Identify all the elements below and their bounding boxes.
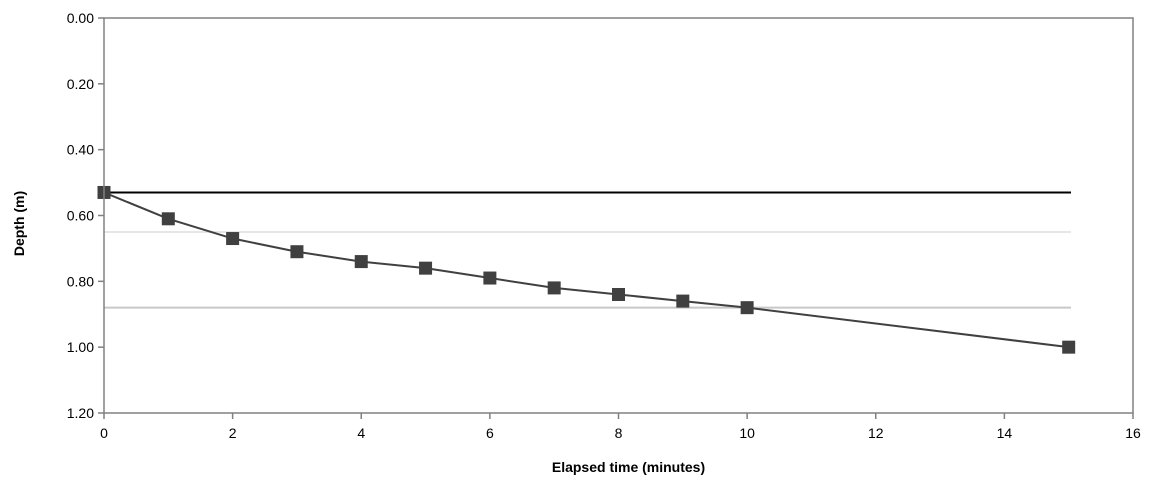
data-point [419, 261, 433, 275]
data-point [483, 271, 497, 285]
data-point [1062, 340, 1076, 354]
data-point [547, 281, 561, 295]
ticks: 0.00 0.20 0.40 0.60 0.80 1.00 1.20 0 2 4 6 8 10 12 14 1… [67, 10, 1141, 441]
data-point [612, 288, 625, 301]
x-tick-label: 6 [486, 425, 494, 441]
data-point [354, 255, 368, 269]
x-tick-label: 0 [100, 425, 108, 441]
y-tick-label: 0.20 [67, 76, 94, 92]
y-tick-label: 1.00 [67, 339, 94, 355]
data-point [226, 232, 240, 246]
y-axis-title: Depth (m) [11, 191, 27, 256]
y-tick-label: 0.60 [67, 208, 94, 224]
x-tick-label: 4 [357, 425, 365, 441]
data-point [290, 245, 304, 259]
data-point [161, 212, 175, 226]
x-tick-label: 10 [739, 425, 755, 441]
x-tick-label: 2 [229, 425, 237, 441]
x-tick-label: 14 [997, 425, 1013, 441]
x-axis-title: Elapsed time (minutes) [552, 459, 705, 475]
reference-lines [104, 191, 1071, 309]
data-point [740, 301, 754, 315]
x-tick-label: 16 [1125, 425, 1141, 441]
y-tick-label: 0.80 [67, 273, 94, 289]
plot-border [103, 17, 1134, 414]
series-line [103, 191, 1069, 349]
data-point [676, 294, 690, 308]
y-tick-label: 1.20 [67, 405, 94, 421]
y-tick-label: 0.00 [67, 10, 94, 26]
y-tick-label: 0.40 [67, 142, 94, 158]
series-group [97, 185, 1076, 354]
x-tick-label: 8 [615, 425, 623, 441]
axes [103, 17, 1134, 414]
x-tick-label: 12 [868, 425, 884, 441]
